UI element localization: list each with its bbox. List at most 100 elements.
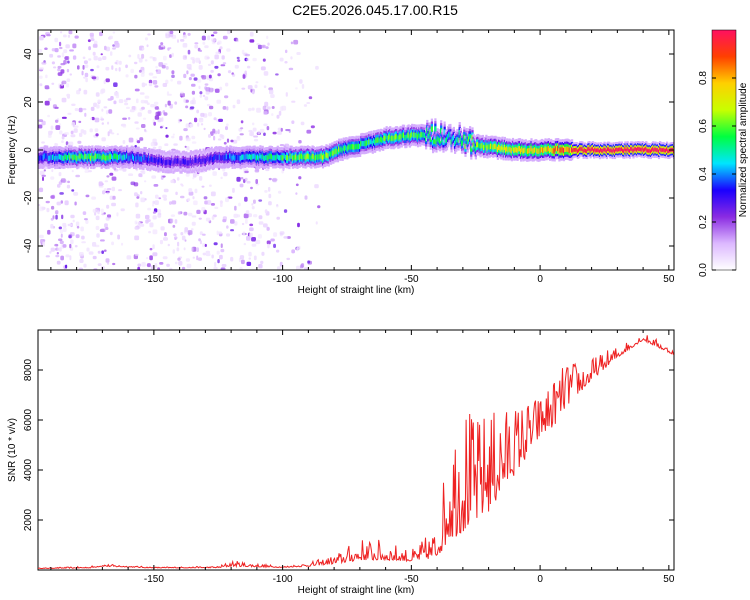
spectrogram-ridge-cell [93, 155, 96, 161]
spectrogram-noise-cell [239, 183, 244, 188]
spectrogram-ridge-cell [310, 155, 313, 161]
snr-panel: -150 -100 -50 0 50 2000 4000 6000 8000 Height o… [7, 329, 675, 596]
spectrogram-ridge-cell [57, 154, 60, 160]
spectrogram-ridge-cell [640, 148, 643, 152]
spectrogram-ridge-cell [188, 160, 191, 166]
spectrogram-noise-cell [128, 173, 134, 176]
spectrogram-noise-cell [130, 68, 134, 74]
spectrogram-noise-cell [158, 145, 162, 150]
spectrogram-noise-cell [201, 35, 206, 41]
spectrogram-noise-cell [276, 216, 280, 220]
spectrogram-noise-cell [110, 51, 113, 56]
spectrogram-noise-cell [295, 192, 298, 195]
spectrogram-noise-cell [71, 103, 76, 106]
spectrogram-noise-cell [240, 177, 244, 180]
spectrogram-ridge-cell [155, 158, 158, 164]
spectrogram-noise-cell [191, 135, 196, 140]
spectrogram-noise-cell [175, 191, 178, 196]
spectrogram-noise-cell [238, 202, 241, 207]
spectrogram-noise-cell [135, 202, 139, 208]
spectrogram-noise-cell [183, 247, 186, 251]
spectrogram-ridge [38, 118, 674, 174]
spectrogram-noise-cell [57, 184, 61, 188]
spectrogram-noise-cell [295, 183, 299, 187]
spectrogram-noise-cell [109, 172, 114, 176]
spectrogram-ridge-cell [68, 153, 71, 159]
spectrogram-noise-cell [184, 227, 188, 232]
spectrogram-ridge-cell [304, 155, 307, 161]
spectrogram-noise-cell [279, 106, 284, 112]
spectrogram-noise-cell [99, 31, 103, 37]
spectrogram-noise-cell [219, 86, 223, 91]
spectrogram-ridge-cell [336, 149, 340, 155]
spectrogram-noise-cell [195, 57, 200, 63]
spectrogram-noise-cell [111, 241, 114, 246]
spectrogram-noise-cell [201, 185, 205, 188]
spectrogram-noise-cell [61, 214, 64, 220]
spectrogram-noise-cell [163, 237, 168, 241]
spectrogram-ridge-cell [257, 154, 260, 160]
spectrogram-noise-cell [170, 79, 173, 82]
spectrogram-noise-cell [142, 170, 146, 175]
spectrogram-noise-cell [149, 222, 154, 228]
spectrogram-ridge-cell [64, 153, 67, 160]
spectrogram-ridge-cell [427, 133, 430, 139]
spectrogram-noise-cell [84, 64, 89, 68]
spectrogram-noise-cell [252, 57, 257, 62]
spectrogram-noise-cell [171, 135, 175, 139]
spectrogram-noise-cell [140, 99, 145, 104]
spectrogram-noise-cell [102, 190, 106, 195]
spectrogram-noise-cell [230, 256, 234, 262]
spectrogram-noise-cell [244, 177, 248, 181]
spectrogram-noise-cell [253, 214, 258, 218]
spectrogram-noise-cell [105, 46, 110, 52]
spectrogram-ridge-cell [436, 136, 439, 142]
spectrogram-ridge-cell [208, 157, 211, 163]
spectrogram-noise-cell [169, 30, 174, 34]
spectrogram-noise-cell [232, 139, 238, 144]
spectrogram-noise-cell [75, 174, 80, 178]
spectrogram-noise-cell [249, 39, 255, 43]
spectrogram-ridge-cell [150, 156, 153, 162]
spectrogram-noise-cell [41, 120, 46, 126]
spectrogram-ridge-cell [415, 132, 418, 138]
spectrogram-ridge-cell [203, 158, 206, 164]
spectrogram-ridge-cell [306, 153, 309, 159]
spectrogram-ridge-cell [115, 154, 118, 160]
spectrogram-noise-cell [213, 31, 218, 34]
x-tick-label: 0 [537, 574, 543, 585]
spectrogram-noise-cell [202, 252, 207, 256]
spectrogram-ridge-cell [609, 148, 612, 153]
spectrogram-noise-cell [197, 122, 200, 127]
spectrogram-noise-cell [219, 200, 223, 203]
spectrogram-noise-cell [115, 94, 120, 99]
spectrogram-noise-cell [263, 223, 268, 228]
spectrogram-ridge-cell [287, 155, 290, 161]
spectrogram-ridge-cell [488, 144, 491, 150]
spectrogram-noise-cell [310, 125, 315, 129]
spectrogram-noise-cell [67, 223, 73, 227]
spectrogram-noise-cell [263, 71, 269, 76]
spectrogram-noise-cell [109, 231, 113, 236]
spectrogram-ridge-cell [134, 155, 137, 161]
spectrogram-ridge-cell [342, 145, 345, 151]
spectrogram-noise-cell [84, 218, 88, 221]
spectrogram-ridge-cell [452, 134, 455, 141]
spectrogram-noise-cell [205, 217, 211, 222]
spectrogram-ridge-cell [207, 155, 210, 161]
spectrogram-noise-cell [258, 264, 263, 269]
spectrogram-noise-cell [61, 52, 65, 58]
spectrogram-x-label: Height of straight line (km) [298, 285, 415, 296]
spectrogram-noise-cell [220, 243, 223, 248]
spectrogram-noise-cell [208, 87, 214, 93]
spectrogram-noise-cell [49, 53, 54, 58]
spectrogram-ridge-cell [616, 147, 619, 152]
spectrogram-ridge-cell [87, 153, 90, 159]
spectrogram-noise-cell [255, 81, 259, 84]
spectrogram-ridge-cell [116, 154, 119, 161]
spectrogram-noise-cell [198, 65, 203, 70]
spectrogram-noise-cell [257, 130, 261, 135]
spectrogram-ridge-cell [323, 153, 326, 160]
spectrogram-noise-cell [96, 104, 100, 109]
spectrogram-noise-cell [164, 232, 167, 237]
